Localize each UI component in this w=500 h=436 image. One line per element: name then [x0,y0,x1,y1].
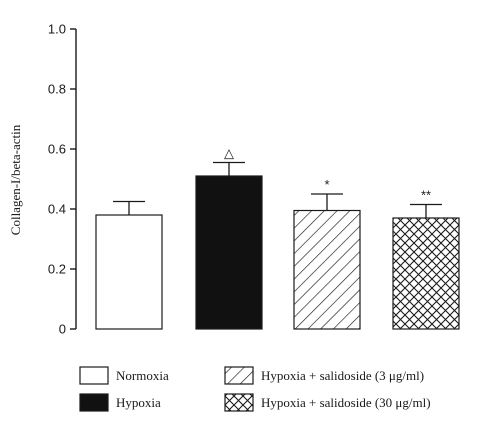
y-axis-label: Collagen-I/beta-actin [8,124,23,235]
bar-4 [392,217,460,330]
y-tick-label: 0.6 [48,142,66,157]
y-tick-label: 0 [59,322,66,337]
bar-1 [95,214,163,330]
legend-label-3: Hypoxia + salidoside (3 μg/ml) [261,368,424,383]
legend-label-1: Normoxia [116,368,169,383]
y-tick-label: 0.4 [48,202,66,217]
bars: △*** [95,146,460,330]
bar-3 [293,209,361,330]
y-tick-label: 1.0 [48,22,66,37]
legend-swatch-1 [79,366,109,385]
legend-swatch-4 [224,393,254,412]
significance-marker-4: ** [421,188,431,203]
legend-swatch-3 [224,366,254,385]
y-axis: 0 0.2 0.4 0.6 0.8 1.0 [48,22,77,337]
significance-marker-3: * [324,177,329,192]
legend-swatch-2 [79,393,109,412]
legend-label-4: Hypoxia + salidoside (30 μg/ml) [261,395,431,410]
significance-marker-2: △ [224,146,234,161]
y-tick-label: 0.8 [48,82,66,97]
legend: Normoxia Hypoxia Hypoxia + salidoside (3 μ… [79,366,431,412]
legend-label-2: Hypoxia [116,395,161,410]
y-tick-label: 0.2 [48,262,66,277]
bar-2 [195,175,263,330]
